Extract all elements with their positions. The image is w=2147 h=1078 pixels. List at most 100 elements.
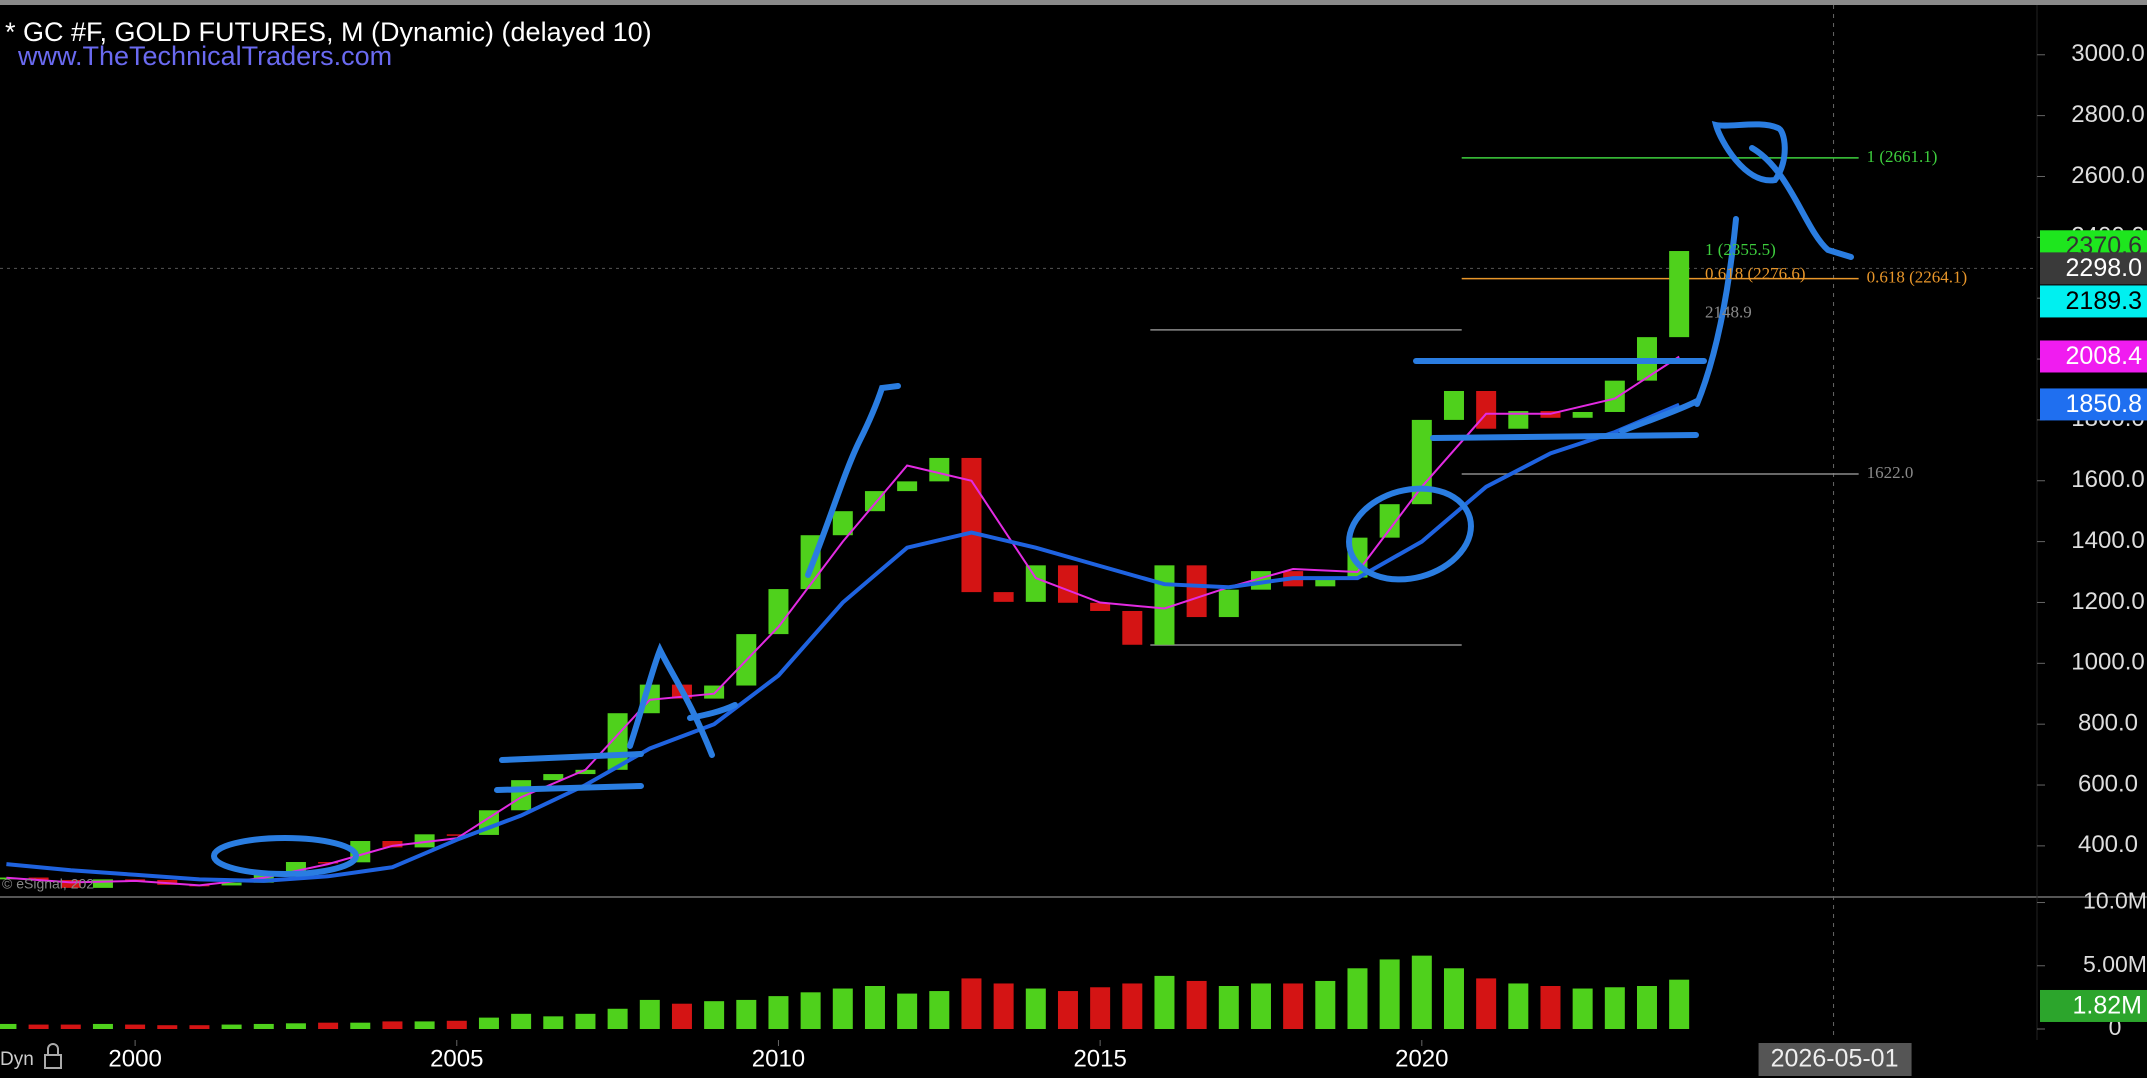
candle-body bbox=[575, 769, 596, 775]
drawing-stroke bbox=[805, 383, 901, 578]
volume-bar bbox=[1443, 968, 1464, 1029]
volume-bar bbox=[1154, 975, 1175, 1029]
level-label: 0.618 (2276.6) bbox=[1705, 264, 1806, 283]
candle-body bbox=[1154, 565, 1175, 645]
candle-body bbox=[1669, 251, 1690, 338]
volume-bar bbox=[1057, 991, 1078, 1029]
volume-bar bbox=[446, 1020, 467, 1029]
volume-bar bbox=[929, 991, 950, 1029]
volume-bar bbox=[1025, 988, 1046, 1029]
y-tick-label: 1200.0 bbox=[2071, 588, 2144, 615]
plot-area bbox=[0, 5, 2037, 1040]
moving-average bbox=[6, 402, 1680, 883]
volume-bar bbox=[0, 1023, 17, 1029]
volume-bar bbox=[736, 999, 757, 1029]
volume-bar bbox=[253, 1023, 274, 1029]
drawing-stroke bbox=[1749, 145, 1854, 260]
volume-bar bbox=[1604, 987, 1625, 1029]
price-tag-label: 1.82M bbox=[2073, 992, 2142, 1020]
volume-bar bbox=[1315, 980, 1336, 1029]
volume-bar bbox=[1379, 959, 1400, 1029]
candle-body bbox=[897, 481, 918, 492]
volume-bar bbox=[864, 986, 885, 1029]
drawing-stroke bbox=[627, 642, 715, 758]
y-tick-label: 1600.0 bbox=[2071, 466, 2144, 493]
volume-bar bbox=[607, 1008, 628, 1029]
x-tick-label: 2020 bbox=[1395, 1045, 1448, 1072]
volume-bar bbox=[1186, 980, 1207, 1029]
top-border bbox=[0, 0, 2147, 5]
drawing-loop bbox=[1711, 121, 1788, 184]
cursor-date: 2026-05-01 bbox=[1771, 1045, 1899, 1073]
volume-bar bbox=[1508, 983, 1529, 1029]
volume-bar bbox=[285, 1023, 306, 1029]
volume-bar bbox=[478, 1017, 499, 1029]
candle-body bbox=[1218, 589, 1239, 618]
x-tick-label: 2010 bbox=[752, 1045, 805, 1072]
volume-tick-label: 10.0M bbox=[2083, 888, 2147, 914]
candle-body bbox=[1315, 577, 1336, 587]
candle-body bbox=[28, 877, 49, 880]
volume-bar bbox=[511, 1013, 532, 1029]
volume-bar bbox=[157, 1025, 178, 1029]
candle-body bbox=[1604, 380, 1625, 412]
volume-bar bbox=[961, 978, 982, 1029]
lock-shackle bbox=[47, 1043, 59, 1055]
volume-bar bbox=[1122, 983, 1143, 1029]
y-tick-label: 800.0 bbox=[2078, 710, 2138, 737]
price-tag-label: 2008.4 bbox=[2066, 342, 2143, 370]
volume-bar bbox=[639, 999, 660, 1029]
volume-bar bbox=[92, 1023, 113, 1029]
price-tag bbox=[2040, 388, 2147, 421]
copyright: © eSignal, 202 bbox=[2, 876, 94, 892]
candle-body bbox=[832, 511, 853, 536]
drawing-circle bbox=[1346, 485, 1474, 583]
x-tick-label: 2005 bbox=[430, 1045, 483, 1072]
candle-body bbox=[92, 879, 113, 888]
x-tick-label: 2000 bbox=[108, 1045, 161, 1072]
candle-body bbox=[543, 774, 564, 781]
drawing-stroke bbox=[1619, 398, 1700, 434]
price-tag bbox=[2040, 989, 2147, 1022]
volume-bar bbox=[704, 1001, 725, 1029]
volume-bar bbox=[1572, 988, 1593, 1029]
drawing-stroke bbox=[687, 702, 738, 721]
level-label: 1 (2661.1) bbox=[1867, 147, 1938, 166]
volume-bar bbox=[832, 988, 853, 1029]
mode-label: Dyn bbox=[0, 1049, 34, 1070]
candle-body bbox=[1443, 390, 1464, 420]
drawing-line bbox=[1430, 432, 1699, 441]
volume-bar bbox=[221, 1024, 242, 1029]
candle-body bbox=[1025, 565, 1046, 602]
volume-bar bbox=[543, 1016, 564, 1029]
volume-bar bbox=[671, 1003, 692, 1029]
volume-bar bbox=[897, 993, 918, 1029]
drawing-line bbox=[499, 751, 644, 763]
price-tag-label: 2298.0 bbox=[2066, 254, 2142, 282]
candle-body bbox=[318, 862, 339, 864]
lock-icon bbox=[44, 1043, 62, 1069]
hand-drawings bbox=[211, 121, 1854, 877]
volume-bar bbox=[575, 1013, 596, 1029]
volume-bar bbox=[60, 1024, 81, 1029]
volume-bar bbox=[414, 1021, 435, 1029]
y-tick-label: 600.0 bbox=[2078, 770, 2138, 797]
level-label: 1 (2355.5) bbox=[1705, 240, 1776, 259]
price-tag-label: 1850.8 bbox=[2066, 390, 2142, 418]
volume-bar bbox=[993, 983, 1014, 1029]
candle-body bbox=[929, 457, 950, 482]
candle-body bbox=[993, 592, 1014, 602]
volume-bar bbox=[318, 1022, 339, 1029]
price-tag bbox=[2040, 340, 2147, 373]
level-label: 0.618 (2264.1) bbox=[1867, 268, 1968, 287]
y-tick-label: 1000.0 bbox=[2071, 649, 2144, 676]
volume-bar bbox=[800, 992, 821, 1029]
candle-body bbox=[1572, 411, 1593, 418]
y-tick-label: 1400.0 bbox=[2071, 527, 2144, 554]
y-tick-label: 3000.0 bbox=[2071, 40, 2144, 67]
y-tick-label: 2800.0 bbox=[2071, 101, 2144, 128]
volume-bar bbox=[1218, 986, 1239, 1029]
candle-body bbox=[1379, 504, 1400, 538]
volume-bar bbox=[768, 996, 789, 1029]
